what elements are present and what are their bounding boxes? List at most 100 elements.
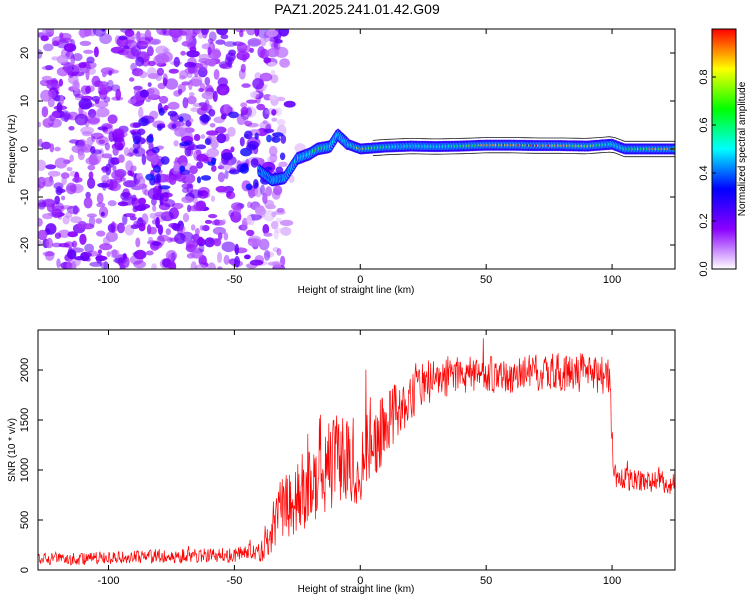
spectrogram-cluster-blob [272, 132, 284, 137]
spectrogram-noise-blob [85, 85, 91, 95]
spectrogram-noise-blob [127, 194, 132, 206]
snr-x-ticks: -100 -50 0 50 100 [97, 330, 621, 587]
spectrogram-noise-blob [46, 82, 60, 90]
spectrogram-noise-blob [185, 32, 193, 43]
spectrogram-noise-blob [247, 201, 252, 209]
spectrogram-noise-blob [119, 177, 126, 182]
spectrogram-noise-blob [213, 69, 220, 80]
spectrogram-noise-blob [102, 168, 107, 174]
spectrogram-noise-blob [259, 48, 270, 60]
spectrogram-noise-blob [111, 170, 125, 180]
spectrogram-noise-blob [218, 61, 229, 69]
spectrogram-noise-blob [61, 195, 66, 201]
spectrogram-noise-blob [51, 36, 66, 45]
spectrogram-cluster-blob [279, 152, 286, 161]
spectrogram-noise-blob [58, 78, 64, 87]
spectrogram-noise-blob [168, 68, 179, 74]
spectrogram-noise-blob [247, 39, 262, 46]
spectrogram-noise-blob [72, 79, 80, 92]
spectrogram-noise-blob [267, 62, 278, 67]
spectrogram-noise-blob [165, 78, 179, 90]
spectrogram-noise-blob [52, 205, 65, 213]
spectrogram-noise-blob [122, 214, 128, 225]
spectrogram-noise-blob [123, 45, 130, 50]
spectrogram-noise-blob [51, 242, 62, 248]
spectrogram-noise-blob [137, 203, 151, 210]
y-tick-label: 0 [19, 146, 31, 152]
spectrogram-noise-blob [201, 91, 216, 100]
spectrogram-noise-blob [38, 49, 43, 59]
spectrogram-noise-blob [188, 205, 201, 212]
spectrogram-noise-blob [86, 56, 95, 64]
spectrogram-noise-blob [88, 171, 94, 179]
spectrogram-noise-blob [216, 133, 227, 144]
spectrogram-noise-blob [87, 177, 96, 189]
spectrogram-noise-blob [115, 88, 121, 101]
spectrogram-noise-blob [279, 219, 294, 227]
spectrogram-noise-blob [68, 139, 80, 144]
colorbar-tick-label: 0.0 [698, 261, 710, 276]
spectrogram-noise-blob [165, 228, 171, 236]
spectrogram-noise-blob [241, 221, 248, 232]
spectrogram-noise-layer [38, 29, 306, 269]
spectrogram-cluster-blob [265, 166, 273, 171]
spectrogram-cluster-blob [254, 132, 259, 140]
spectrogram-noise-blob [149, 212, 155, 219]
spectrogram-noise-blob [255, 93, 261, 104]
spectrogram-y-ticks: -20 -10 0 10 20 [19, 47, 675, 253]
spectrogram-noise-blob [112, 137, 125, 143]
spectrogram-noise-blob [271, 211, 277, 218]
spectrogram-noise-blob [207, 46, 212, 56]
spectrogram-noise-blob [262, 107, 270, 120]
spectrogram-noise-blob [108, 182, 121, 192]
spectrogram-cluster-blob [157, 125, 163, 131]
spectrogram-noise-blob [198, 243, 205, 253]
spectrogram-noise-blob [105, 163, 112, 176]
spectrogram-noise-blob [168, 261, 177, 269]
spectrogram-noise-blob [180, 50, 186, 56]
spectrogram-noise-blob [249, 259, 264, 266]
spectrogram-noise-blob [249, 47, 255, 53]
spectrogram-noise-blob [45, 164, 57, 170]
spectrogram-noise-blob [169, 237, 180, 242]
spectrogram-noise-blob [219, 88, 227, 95]
spectrogram-noise-blob [87, 117, 100, 124]
spectrogram-cluster-blob [245, 183, 253, 191]
spectrogram-noise-blob [216, 29, 228, 36]
spectrogram-noise-blob [227, 126, 236, 137]
spectrogram-noise-blob [211, 165, 217, 172]
spectrogram-noise-blob [262, 120, 268, 125]
spectrogram-noise-blob [276, 118, 286, 126]
colorbar-ticks: 0.0 0.2 0.4 0.6 0.8 [698, 69, 716, 277]
spectrogram-noise-blob [120, 192, 131, 198]
spectrogram-noise-blob [152, 241, 161, 246]
spectrogram-noise-blob [244, 254, 251, 260]
y-tick-label: 1500 [19, 408, 31, 432]
spectrogram-noise-blob [217, 165, 224, 170]
spectrogram-noise-blob [206, 130, 219, 136]
spectrogram-cluster-blob [201, 113, 210, 124]
y-tick-label: 500 [19, 511, 31, 529]
spectrogram-noise-blob [124, 29, 135, 37]
spectrogram-cluster-blob [221, 152, 234, 161]
x-tick-label: -100 [97, 274, 119, 286]
spectrogram-noise-blob [274, 46, 289, 58]
spectrogram-noise-blob [225, 52, 236, 62]
spectrogram-noise-blob [198, 102, 208, 107]
spectrogram-noise-blob [178, 225, 186, 233]
spectrogram-noise-blob [78, 98, 93, 110]
spectrogram-noise-blob [41, 106, 49, 118]
spectrogram-noise-blob [99, 84, 110, 95]
spectrogram-cluster-blob [228, 169, 240, 175]
spectrogram-cluster-blob [263, 128, 275, 133]
spectrogram-noise-blob [233, 204, 241, 217]
spectrogram-x-ticks: -100 -50 0 50 100 [97, 29, 621, 286]
spectrogram-noise-blob [208, 61, 216, 67]
spectrogram-noise-blob [266, 29, 279, 38]
spectrogram-noise-blob [199, 60, 208, 71]
spectrogram-noise-blob [273, 228, 284, 234]
x-tick-label: 0 [357, 575, 363, 587]
spectrogram-noise-blob [110, 221, 116, 234]
spectrogram-noise-blob [190, 107, 199, 112]
spectrogram-noise-blob [263, 94, 272, 101]
